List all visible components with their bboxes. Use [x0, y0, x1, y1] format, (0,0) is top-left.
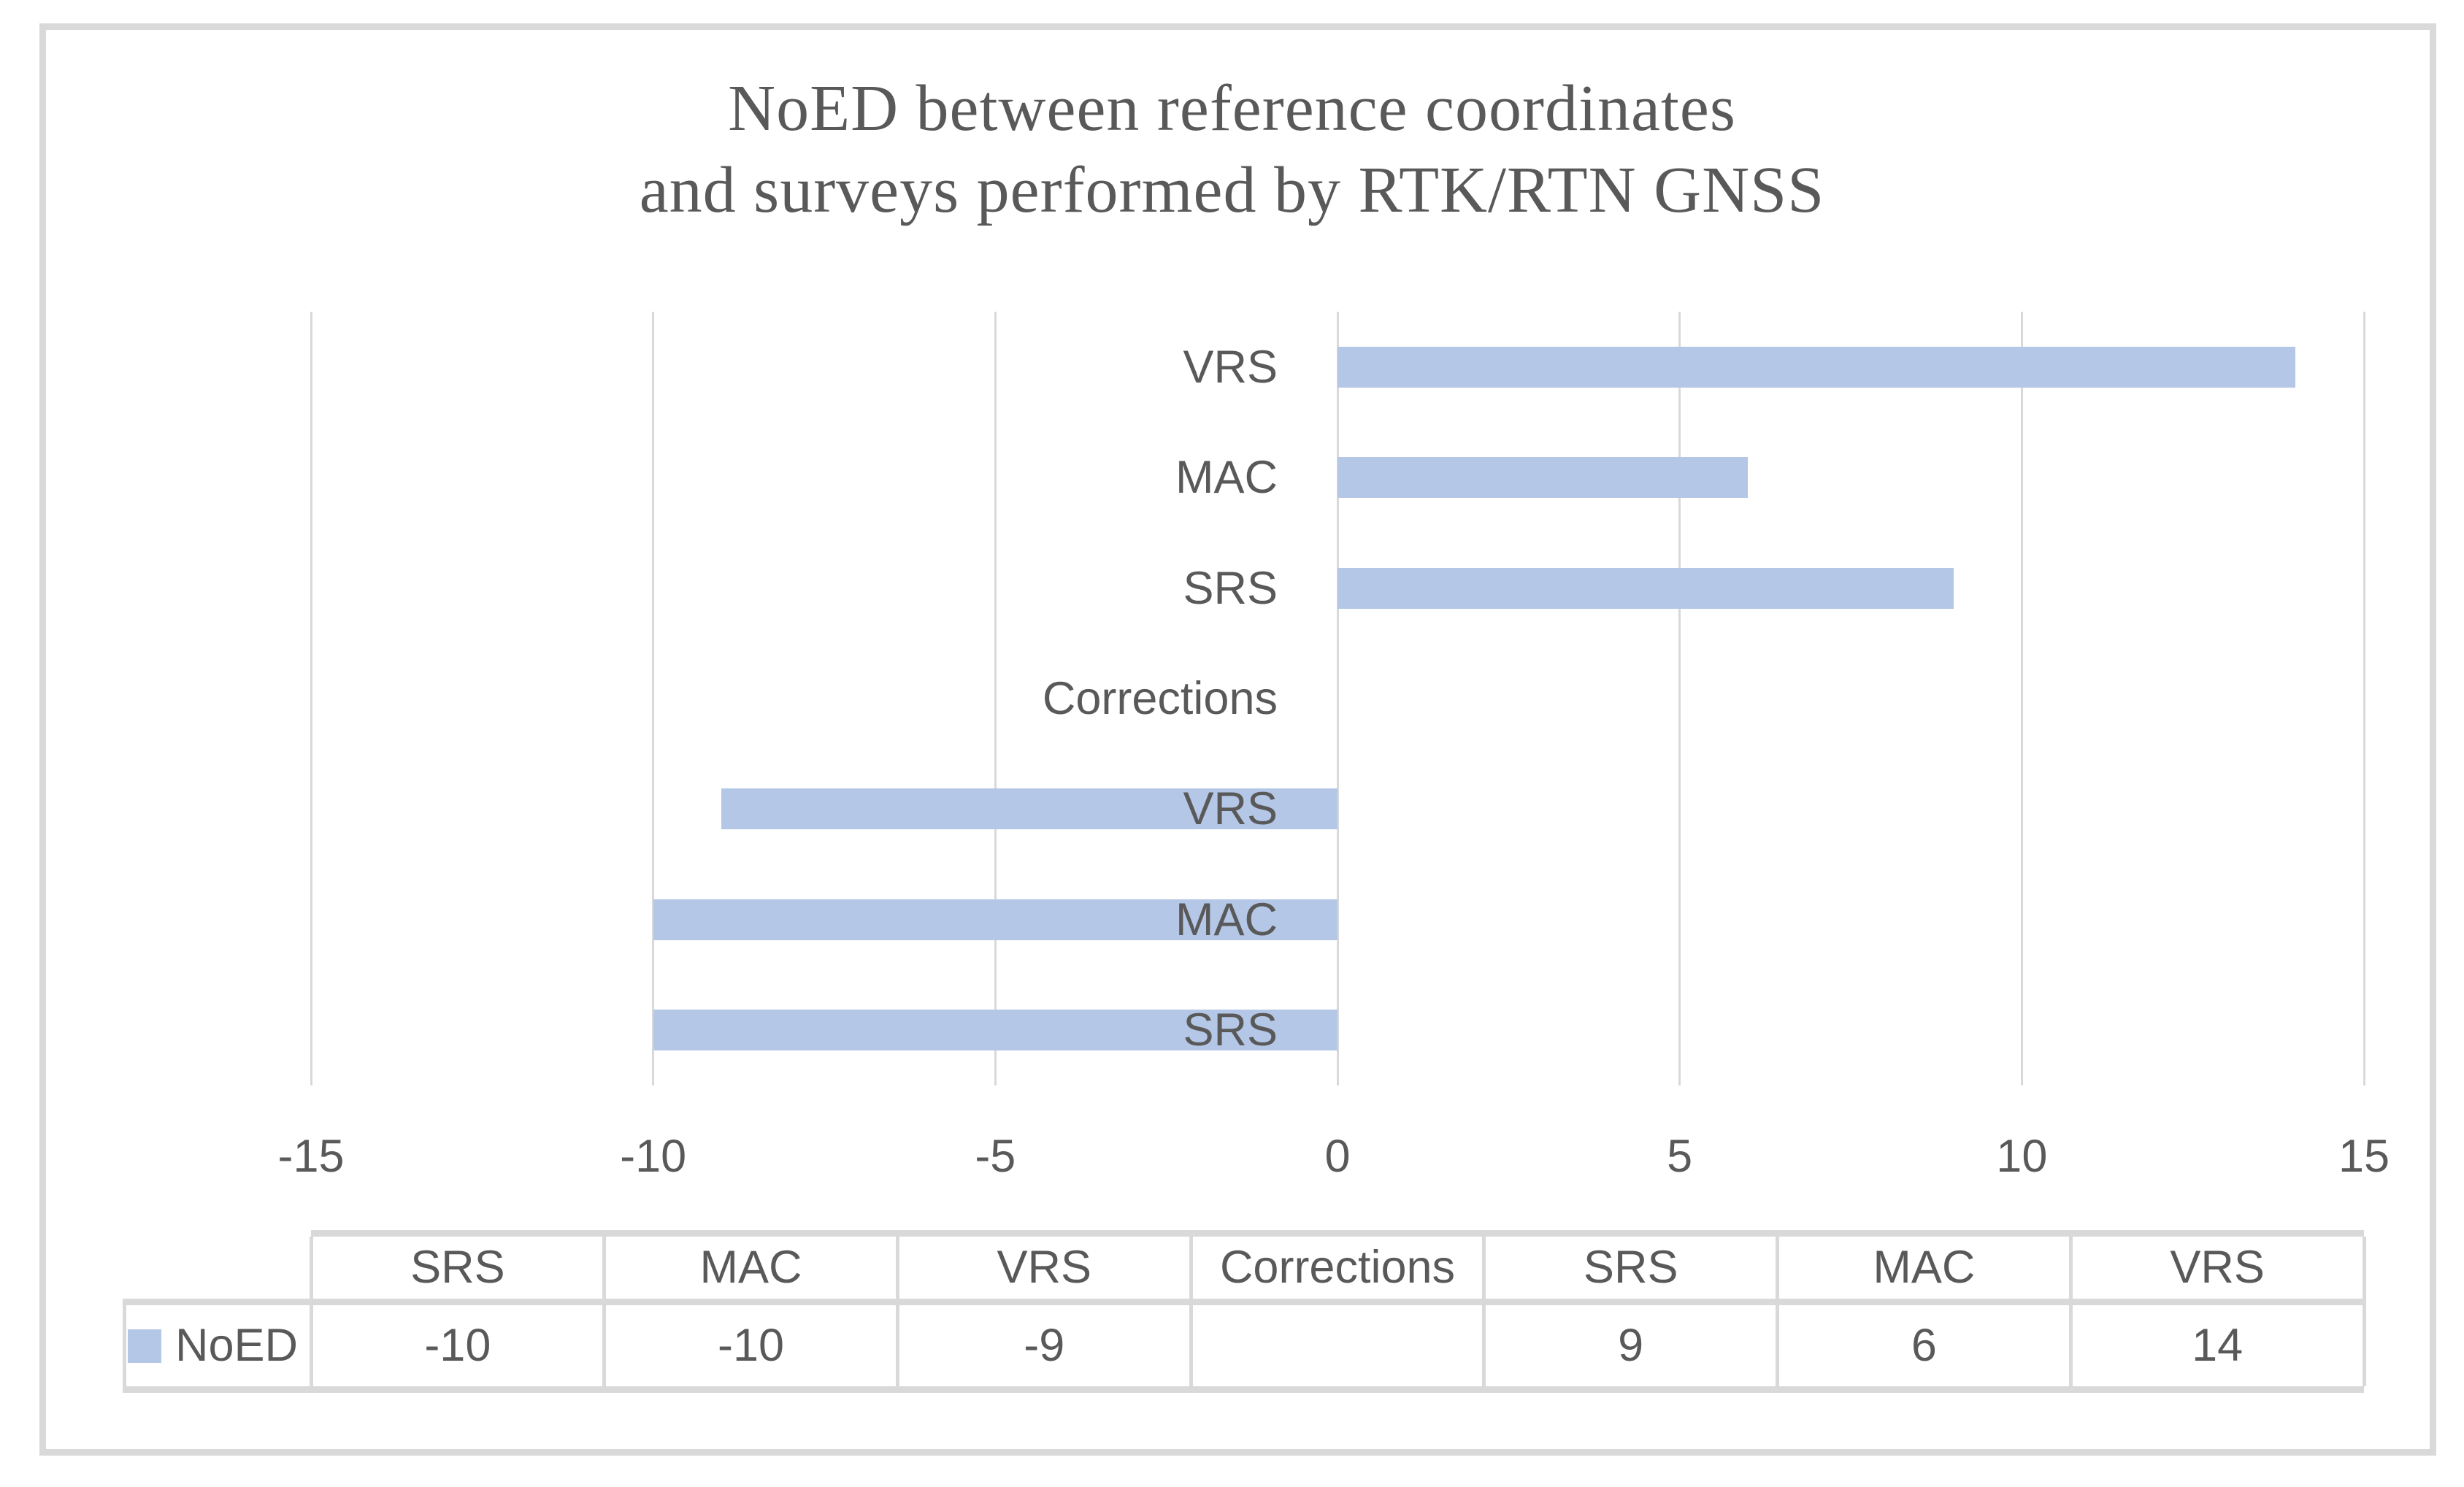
- table-value-cell: 9: [1618, 1320, 1644, 1371]
- bar-mac-1: [1337, 457, 1749, 499]
- category-label: MAC: [1175, 452, 1278, 504]
- x-axis-tick-label: -5: [975, 1131, 1016, 1182]
- table-header-cell: MAC: [699, 1242, 802, 1293]
- gridline: [1678, 312, 1681, 1086]
- table-column-border: [2068, 1237, 2073, 1386]
- category-label: VRS: [1183, 783, 1278, 835]
- category-label: Corrections: [1042, 673, 1278, 724]
- x-axis-tick-label: 0: [1324, 1131, 1351, 1182]
- table-column-border: [1189, 1237, 1193, 1386]
- table-column-border: [1776, 1237, 1780, 1386]
- table-header-cell: VRS: [997, 1242, 1092, 1293]
- category-label: MAC: [1175, 894, 1278, 945]
- chart-outer-frame: [39, 23, 2436, 1456]
- chart-title-line-1: NoED between reference coordinates: [728, 72, 1736, 145]
- table-header-cell: MAC: [1873, 1242, 1976, 1293]
- table-header-cell: VRS: [2170, 1242, 2265, 1293]
- table-header-separator: [123, 1299, 2364, 1305]
- table-header-cell: SRS: [410, 1242, 505, 1293]
- legend-color-swatch: [128, 1329, 161, 1363]
- table-column-border: [309, 1237, 313, 1386]
- bar-vrs-0: [1337, 346, 2296, 388]
- table-bottom-border: [123, 1386, 2364, 1393]
- table-column-border: [2362, 1237, 2366, 1386]
- legend-cell-left-border: [123, 1305, 126, 1386]
- bar-vrs-4: [721, 788, 1337, 830]
- chart-title: NoED between reference coordinates and s…: [0, 68, 2464, 231]
- gridline: [2020, 312, 2023, 1086]
- category-label: SRS: [1183, 562, 1278, 614]
- table-value-cell: 6: [1911, 1320, 1937, 1371]
- table-value-cell: -10: [718, 1320, 785, 1371]
- x-axis-tick-label: -15: [277, 1131, 345, 1182]
- category-label: SRS: [1183, 1004, 1278, 1056]
- table-header-cell: Corrections: [1219, 1242, 1456, 1293]
- table-value-cell: [1191, 1305, 1484, 1386]
- table-value-cell: -9: [1024, 1320, 1065, 1371]
- gridline: [994, 312, 997, 1086]
- table-column-border: [602, 1237, 607, 1386]
- x-axis-tick-label: -10: [620, 1131, 687, 1182]
- x-axis-tick-label: 10: [1996, 1131, 2048, 1182]
- x-axis-tick-label: 15: [2338, 1131, 2390, 1182]
- table-column-border: [895, 1237, 899, 1386]
- bar-srs-2: [1337, 567, 1954, 609]
- gridline: [2363, 312, 2365, 1086]
- gridline: [652, 312, 655, 1086]
- legend-series-label: NoED: [175, 1320, 299, 1371]
- chart-title-line-2: and surveys performed by RTK/RTN GNSS: [639, 154, 1825, 226]
- x-axis-tick-label: 5: [1667, 1131, 1693, 1182]
- table-value-cell: 14: [2192, 1320, 2244, 1371]
- table-top-border: [311, 1230, 2364, 1237]
- gridline: [310, 312, 312, 1086]
- bar-mac-5: [653, 899, 1337, 940]
- table-header-cell: SRS: [1583, 1242, 1678, 1293]
- table-value-cell: -10: [424, 1320, 491, 1371]
- table-column-border: [1482, 1237, 1486, 1386]
- gridline: [1336, 312, 1339, 1086]
- category-label: VRS: [1183, 341, 1278, 393]
- bar-srs-6: [653, 1010, 1337, 1051]
